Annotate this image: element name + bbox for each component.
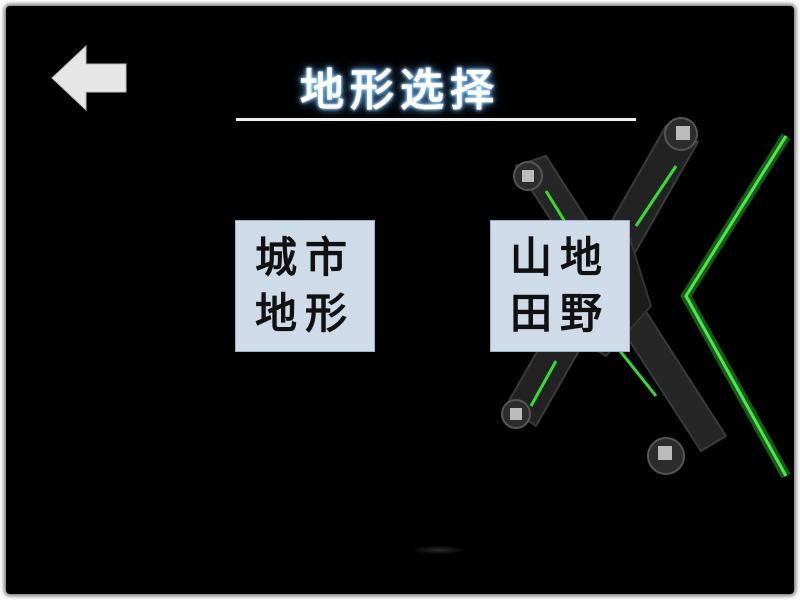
app-screen: 地形选择 城市 地形 山地 田野	[6, 6, 794, 594]
terrain-mountain-button[interactable]: 山地 田野	[490, 220, 630, 352]
terrain-city-label-line2: 地形	[254, 289, 355, 338]
terrain-mountain-label-line2: 田野	[509, 289, 610, 338]
title-divider	[236, 118, 636, 121]
decorative-shadow	[414, 546, 464, 554]
back-arrow-icon	[51, 44, 127, 112]
terrain-city-label-line1: 城市	[254, 233, 355, 282]
terrain-mountain-label-line1: 山地	[509, 233, 610, 282]
terrain-city-button[interactable]: 城市 地形	[235, 220, 375, 352]
back-button[interactable]	[50, 44, 130, 114]
page-title: 地形选择	[300, 65, 500, 116]
